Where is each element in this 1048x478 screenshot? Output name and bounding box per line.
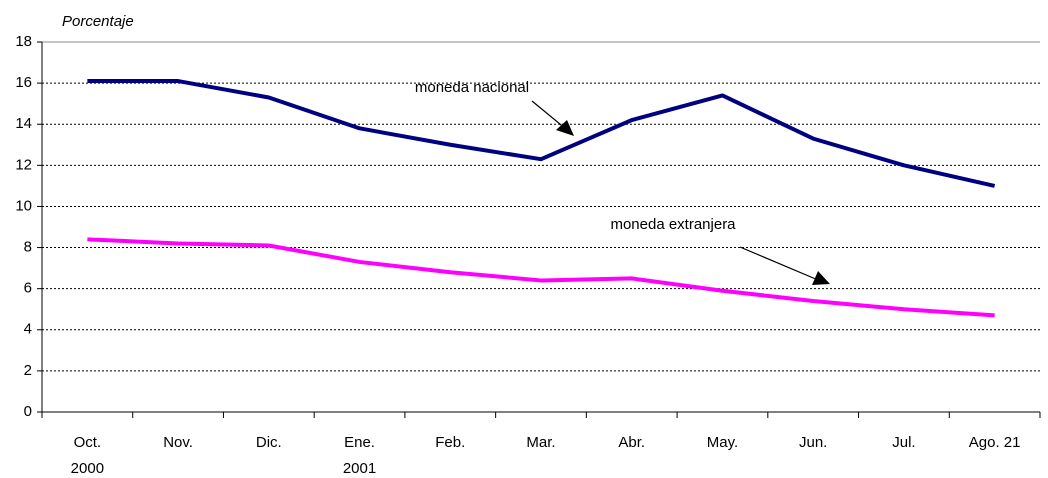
y-tick-label: 12 xyxy=(15,156,32,173)
x-tick-label: May. xyxy=(707,434,738,451)
series-line xyxy=(87,237,995,318)
annotation-arrow xyxy=(531,100,567,130)
y-tick-label: 14 xyxy=(15,115,32,132)
series-annotation: moneda nacional xyxy=(415,79,529,96)
series-line xyxy=(87,79,996,188)
y-tick-label: 16 xyxy=(15,74,32,91)
x-tick-label: Mar. xyxy=(526,434,555,451)
x-tick-label: Feb. xyxy=(435,434,465,451)
x-tick-label: Nov. xyxy=(163,434,193,451)
x-tick-label: Jul. xyxy=(892,434,915,451)
annotation-arrow xyxy=(739,246,819,281)
y-tick-label: 18 xyxy=(15,33,32,50)
y-tick-label: 10 xyxy=(15,197,32,214)
y-tick-label: 0 xyxy=(24,403,32,420)
x-tick-label: Dic. xyxy=(256,434,282,451)
x-tick-label: 2001 xyxy=(343,460,376,477)
series-annotation: moneda extranjera xyxy=(610,216,736,233)
x-tick-label: 2000 xyxy=(71,460,104,477)
annotation-arrowhead xyxy=(556,120,574,136)
x-tick-label: Abr. xyxy=(618,434,645,451)
x-tick-label: Jun. xyxy=(799,434,827,451)
y-tick-label: 6 xyxy=(24,280,32,297)
y-tick-label: 4 xyxy=(24,321,32,338)
y-tick-label: 2 xyxy=(24,362,32,379)
x-tick-label: Ago. 21 xyxy=(969,434,1021,451)
x-tick-label: Ene. xyxy=(344,434,375,451)
annotation-arrowhead xyxy=(812,271,830,285)
y-axis-label: Porcentaje xyxy=(62,13,134,30)
y-tick-label: 8 xyxy=(24,239,32,256)
x-tick-label: Oct. xyxy=(74,434,102,451)
